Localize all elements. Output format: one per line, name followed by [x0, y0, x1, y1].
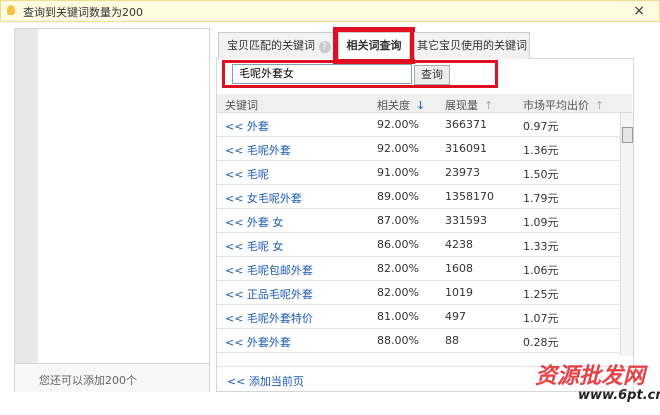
notice-bar: 查询到关键词数量为200 ×	[0, 0, 660, 22]
table-cell: 1.33元	[523, 240, 559, 253]
keyword-link[interactable]: << 毛呢	[225, 168, 269, 181]
table-cell: 316091	[445, 142, 487, 155]
table-cell: 0.97元	[523, 120, 559, 133]
table-cell: 92.00%	[377, 142, 419, 155]
tab-label: 相关词查询	[346, 39, 402, 52]
keyword-link[interactable]: << 外套外套	[225, 336, 291, 349]
table-cell: 88.00%	[377, 334, 419, 347]
table-row: << 外套 女 87.00% 331593 1.09元	[217, 209, 620, 233]
table-cell: 1.06元	[523, 264, 559, 277]
tab[interactable]: 宝贝匹配的关键词 ?	[218, 32, 334, 59]
bulb-icon	[7, 5, 15, 15]
remaining-text: 您还可以添加200个	[39, 374, 137, 387]
table-header: 关键词 相关度 ↓ 展现量 ↑ 市场平均出价 ↑	[217, 94, 632, 113]
tab-label: 宝贝匹配的关键词	[227, 39, 315, 52]
add-page-link[interactable]: << 添加当前页	[227, 375, 304, 388]
table-cell: 0.28元	[523, 336, 559, 349]
table-cell: 1019	[445, 286, 473, 299]
watermark: 资源批发网	[535, 364, 646, 389]
keyword-link[interactable]: << 毛呢外套特价	[225, 312, 313, 325]
search-input[interactable]: 毛呢外套女	[232, 64, 412, 84]
table-cell: 1358170	[445, 190, 494, 203]
column-header[interactable]: 展现量 ↑	[445, 99, 494, 112]
table-cell: 331593	[445, 214, 487, 227]
sort-icon[interactable]: ↑	[595, 99, 605, 112]
tab-label: 其它宝贝使用的关键词	[417, 39, 527, 52]
keyword-link[interactable]: << 正品毛呢外套	[225, 288, 313, 301]
table-row: << 毛呢 91.00% 23973 1.50元	[217, 161, 620, 185]
table-row: << 外套外套 88.00% 88 0.28元	[217, 329, 620, 353]
table-cell: 82.00%	[377, 286, 419, 299]
table-cell: 89.00%	[377, 190, 419, 203]
table-cell: 81.00%	[377, 310, 419, 323]
table-cell: 1.79元	[523, 192, 559, 205]
keyword-link[interactable]: << 毛呢 女	[225, 240, 284, 253]
table-cell: 23973	[445, 166, 480, 179]
table-cell: 1.07元	[523, 312, 559, 325]
table-cell: 88	[445, 334, 459, 347]
table-cell: 92.00%	[377, 118, 419, 131]
panel-footer: 您还可以添加200个	[15, 363, 209, 392]
panel-strip	[15, 29, 38, 363]
table-row: << 毛呢包邮外套 82.00% 1608 1.06元	[217, 257, 620, 281]
table-cell: 1.25元	[523, 288, 559, 301]
table-row: << 外套 92.00% 366371 0.97元	[217, 113, 620, 137]
table-cell: 497	[445, 310, 466, 323]
keyword-link[interactable]: << 毛呢外套	[225, 144, 291, 157]
table-cell: 1.09元	[523, 216, 559, 229]
table-cell: 1.50元	[523, 168, 559, 181]
table-row: << 正品毛呢外套 82.00% 1019 1.25元	[217, 281, 620, 305]
column-header[interactable]: 相关度 ↓	[377, 99, 426, 112]
keyword-link[interactable]: << 外套 女	[225, 216, 284, 229]
table-cell: 87.00%	[377, 214, 419, 227]
highlight-box	[222, 60, 498, 88]
close-button[interactable]: ×	[633, 3, 645, 19]
selected-panel: 您还可以添加200个	[14, 28, 210, 392]
keyword-link[interactable]: << 外套	[225, 120, 269, 133]
table-cell: 86.00%	[377, 238, 419, 251]
table-footer: << 添加当前页	[217, 366, 632, 391]
scroll-thumb[interactable]	[622, 127, 633, 143]
scrollbar[interactable]	[620, 113, 633, 356]
keyword-link[interactable]: << 女毛呢外套	[225, 192, 302, 205]
tab[interactable]: 其它宝贝使用的关键词	[414, 32, 530, 59]
table-row: << 女毛呢外套 89.00% 1358170 1.79元	[217, 185, 620, 209]
watermark-url: www.6pt.cn	[578, 388, 660, 403]
table-row: << 毛呢外套 92.00% 316091 1.36元	[217, 137, 620, 161]
column-header: 关键词	[225, 99, 258, 112]
sort-icon[interactable]: ↑	[484, 99, 494, 112]
table-cell: 82.00%	[377, 262, 419, 275]
table-cell: 366371	[445, 118, 487, 131]
sort-icon[interactable]: ↓	[416, 99, 426, 112]
table-cell: 91.00%	[377, 166, 419, 179]
search-button[interactable]: 查询	[414, 65, 450, 85]
keyword-link[interactable]: << 毛呢包邮外套	[225, 264, 313, 277]
table-cell: 4238	[445, 238, 473, 251]
tab[interactable]: 相关词查询	[333, 27, 415, 64]
table-cell: 1608	[445, 262, 473, 275]
help-icon[interactable]: ?	[318, 41, 331, 53]
notice-text: 查询到关键词数量为200	[23, 6, 143, 19]
column-header[interactable]: 市场平均出价 ↑	[523, 99, 605, 112]
table-cell: 1.36元	[523, 144, 559, 157]
table-row: << 毛呢外套特价 81.00% 497 1.07元	[217, 305, 620, 329]
table-row: << 毛呢 女 86.00% 4238 1.33元	[217, 233, 620, 257]
